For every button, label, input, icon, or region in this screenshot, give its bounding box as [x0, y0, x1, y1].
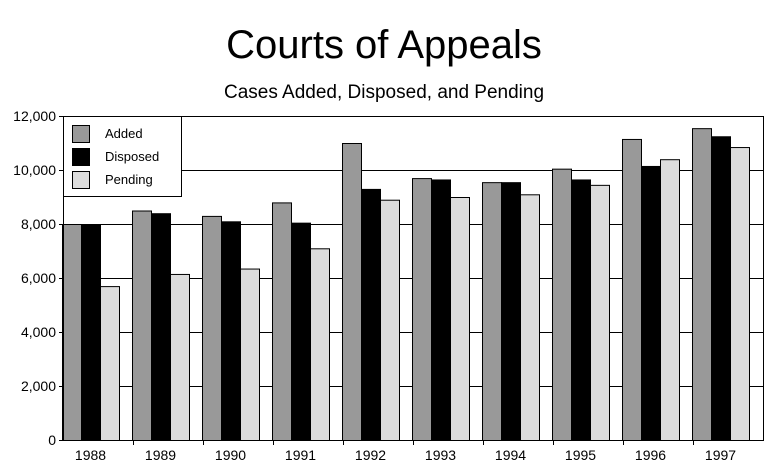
y-tick-label: 10,000	[13, 162, 56, 178]
bar-disposed-1997	[711, 136, 731, 441]
legend-label-disposed: Disposed	[105, 149, 159, 164]
legend-label-pending: Pending	[105, 172, 153, 187]
bar-pending-1988	[100, 286, 120, 441]
bar-pending-1992	[380, 199, 400, 441]
y-tick-label: 8,000	[21, 216, 56, 232]
x-tick-label: 1991	[285, 447, 316, 463]
x-tick-label: 1990	[215, 447, 246, 463]
bar-disposed-1994	[501, 182, 521, 441]
x-tick-label: 1997	[705, 447, 736, 463]
y-tick-label: 12,000	[13, 108, 56, 124]
x-tick-label: 1993	[425, 447, 456, 463]
bar-added-1994	[482, 182, 502, 441]
bar-added-1992	[342, 143, 362, 441]
x-axis: 1988 1989 1990 1991 1992 1993 1994 1995 1996 1997	[75, 440, 736, 463]
y-tick-label: 4,000	[21, 324, 56, 340]
bar-disposed-1995	[571, 179, 591, 441]
y-tick-label: 0	[48, 432, 56, 448]
x-tick-label: 1988	[75, 447, 106, 463]
bar-pending-1993	[450, 197, 470, 441]
bar-pending-1995	[590, 184, 610, 441]
bar-pending-1994	[520, 194, 540, 441]
bar-pending-1997	[730, 147, 750, 442]
legend-swatch-added	[72, 125, 90, 143]
y-tick-label: 2,000	[21, 378, 56, 394]
bar-disposed-1990	[221, 221, 241, 441]
x-tick-label: 1996	[635, 447, 666, 463]
legend-label-added: Added	[105, 126, 143, 141]
bar-disposed-1993	[431, 179, 451, 441]
bar-pending-1990	[240, 268, 260, 441]
x-tick-label: 1989	[145, 447, 176, 463]
x-tick-label: 1995	[565, 447, 596, 463]
bar-added-1995	[552, 168, 572, 441]
bar-disposed-1992	[361, 188, 381, 441]
bar-added-1997	[692, 128, 712, 441]
bar-disposed-1991	[291, 222, 311, 441]
chart-subtitle: Cases Added, Disposed, and Pending	[224, 82, 544, 103]
bar-pending-1989	[170, 273, 190, 442]
bar-added-1996	[622, 138, 642, 441]
legend-swatch-disposed	[72, 148, 90, 166]
x-tick-label: 1994	[495, 447, 526, 463]
bar-added-1990	[202, 215, 222, 441]
bar-pending-1996	[660, 159, 680, 441]
bar-pending-1991	[310, 248, 330, 441]
y-axis: 0 2,000 4,000 6,000 8,000 10,000 12,000	[13, 108, 63, 448]
bar-added-1991	[272, 202, 292, 441]
legend-swatch-pending	[72, 171, 90, 189]
y-tick-label: 6,000	[21, 270, 56, 286]
x-tick-label: 1992	[355, 447, 386, 463]
bars-group	[62, 128, 750, 442]
bar-disposed-1989	[151, 213, 171, 441]
bar-added-1993	[412, 178, 432, 441]
chart-title: Courts of Appeals	[226, 23, 542, 67]
legend: Added Disposed Pending	[63, 116, 182, 197]
bar-disposed-1988	[81, 224, 101, 441]
bar-added-1989	[132, 210, 152, 441]
bar-added-1988	[62, 224, 82, 441]
bar-disposed-1996	[641, 165, 661, 441]
